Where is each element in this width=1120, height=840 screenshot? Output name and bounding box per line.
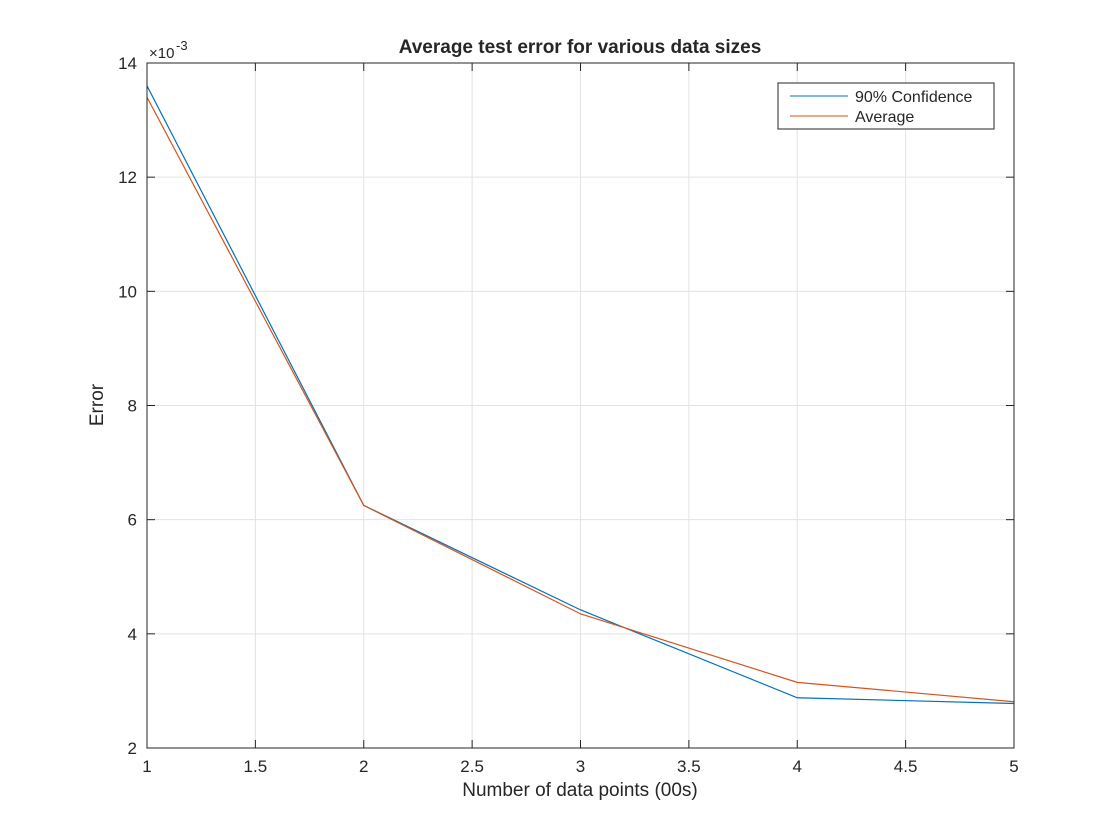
axis-ticks	[146, 62, 1015, 749]
series-line-confidence	[146, 85, 1015, 705]
x-tick-label: 4.5	[894, 757, 918, 776]
x-tick-labels: 1 1.5 2 2.5 3 3.5 4 4.5 5	[142, 757, 1018, 776]
y-tick-label: 14	[118, 54, 137, 73]
legend-box	[777, 82, 995, 130]
x-tick-label: 4	[793, 757, 802, 776]
y-tick-label: 4	[128, 625, 137, 644]
x-tick-label: 3	[576, 757, 585, 776]
legend-label-confidence: 90% Confidence	[855, 89, 973, 106]
y-axis-exponent-base: ×10	[149, 45, 174, 62]
y-tick-label: 2	[128, 739, 137, 758]
y-tick-label: 8	[128, 397, 137, 416]
series-lines	[146, 85, 1015, 705]
y-axis-exponent: ×10 -3	[149, 38, 188, 62]
legend-label-average: Average	[855, 109, 914, 126]
x-tick-label: 3.5	[677, 757, 701, 776]
x-tick-label: 2	[359, 757, 368, 776]
chart-title: Average test error for various data size…	[399, 37, 762, 58]
y-axis-label: Error	[87, 383, 108, 426]
y-tick-label: 6	[128, 511, 137, 530]
x-tick-label: 2.5	[460, 757, 484, 776]
series-line-average	[146, 96, 1015, 703]
x-axis-label: Number of data points (00s)	[462, 780, 698, 801]
x-tick-label: 1.5	[244, 757, 268, 776]
y-axis-exponent-power: -3	[176, 38, 188, 53]
x-tick-label: 1	[142, 757, 151, 776]
y-tick-label: 12	[118, 168, 137, 187]
y-tick-labels: 2 4 6 8 10 12 14	[118, 54, 137, 758]
y-tick-label: 10	[118, 282, 137, 301]
legend: 90% Confidence Average	[777, 82, 995, 130]
x-tick-label: 5	[1009, 757, 1018, 776]
